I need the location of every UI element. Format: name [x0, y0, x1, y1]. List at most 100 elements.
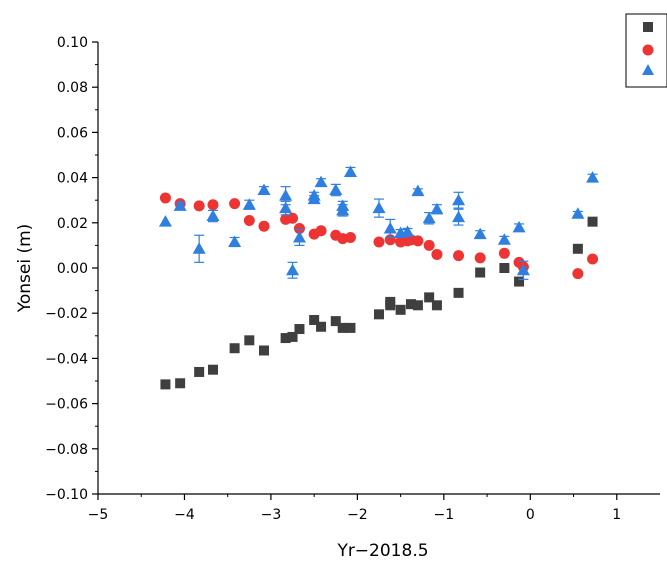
y-tick-label: 0.10 [57, 35, 88, 51]
x-tick-label: −1 [434, 507, 455, 523]
triangle-point [430, 202, 444, 215]
circle-point [159, 192, 171, 204]
circle-point [287, 212, 299, 224]
square-point [207, 364, 218, 375]
y-tick-label: −0.02 [45, 306, 88, 322]
square-point [499, 263, 510, 273]
circle-point [344, 231, 356, 243]
square-point [259, 345, 270, 356]
triangle-point [571, 207, 585, 219]
triangle-point [411, 184, 425, 197]
y-tick-label: −0.08 [45, 442, 88, 458]
triangle-point [173, 199, 187, 211]
triangle-point [242, 198, 256, 210]
triangle-point [192, 242, 206, 254]
triangle-point [422, 211, 436, 224]
square-point [424, 292, 435, 303]
circle-point [474, 252, 486, 264]
circle-point [498, 247, 510, 259]
circle-point [258, 220, 270, 232]
y-tick-label: 0.06 [57, 125, 88, 141]
circle-point [431, 248, 443, 260]
square-point [572, 243, 583, 254]
circle-point [572, 268, 584, 280]
circle-point [193, 200, 205, 212]
y-tick-label: −0.04 [45, 351, 88, 367]
circle-point [207, 199, 219, 211]
circle-point [315, 225, 327, 237]
circle-point [412, 235, 424, 247]
triangle-point [314, 175, 328, 188]
y-axis-label: Yonsei (m) [15, 224, 35, 314]
square-point [229, 343, 240, 354]
square-point [160, 379, 171, 390]
circle-point [293, 222, 305, 234]
circle-point [373, 236, 385, 248]
x-tick-label: 0 [526, 507, 535, 523]
legend [625, 13, 667, 88]
y-tick-label: 0.02 [57, 216, 88, 232]
triangle-point [343, 165, 357, 177]
square-point [453, 287, 464, 298]
square-point [587, 216, 598, 227]
square-point [514, 276, 525, 287]
legend-marker-square [643, 22, 653, 32]
axes [97, 42, 660, 495]
x-tick-label: −2 [347, 507, 368, 523]
square-point [244, 335, 255, 346]
y-tick-label: 0.00 [57, 261, 88, 277]
triangle-point [452, 193, 466, 206]
triangle-point [206, 209, 220, 222]
triangle-point [286, 263, 300, 276]
square-point [405, 299, 416, 310]
circle-point [587, 253, 599, 265]
data-points [158, 165, 600, 390]
square-point [280, 333, 291, 344]
y-ticks: −0.10 −0.08 −0.06 −0.04 −0.02 0.00 0.02 0.04 0.0… [45, 35, 98, 503]
triangle-point [307, 189, 321, 201]
square-point [395, 304, 406, 315]
circle-point [423, 239, 435, 251]
triangle-point [401, 225, 415, 237]
square-point [330, 316, 341, 327]
triangle-point [473, 227, 487, 240]
triangle-point [383, 221, 397, 234]
y-tick-label: 0.04 [57, 171, 88, 187]
triangle-point [516, 263, 530, 276]
legend-marker-triangle [642, 64, 654, 75]
x-tick-label: −4 [174, 507, 195, 523]
square-point [374, 309, 384, 320]
triangle-point [329, 183, 343, 196]
triangle-point [372, 201, 386, 214]
y-tick-label: 0.08 [57, 80, 88, 96]
triangle-point [228, 235, 242, 248]
square-point [345, 322, 356, 333]
square-point [194, 366, 205, 377]
triangle-point [452, 210, 466, 223]
square-point [475, 267, 486, 278]
triangle-point [336, 199, 350, 211]
circle-point [243, 215, 255, 227]
triangle-point [257, 183, 271, 196]
triangle-point [512, 220, 526, 233]
circle-point [229, 198, 241, 210]
square-point [337, 322, 348, 333]
square-point [385, 296, 396, 307]
triangle-point [158, 215, 172, 227]
square-point [309, 314, 320, 325]
x-tick-label: −3 [261, 507, 282, 523]
square-point [412, 300, 423, 311]
triangle-point [279, 189, 293, 201]
triangle-point [292, 230, 306, 243]
circle-point [453, 250, 465, 262]
square-point [431, 300, 442, 311]
x-tick-label: −5 [88, 507, 109, 523]
triangle-point [279, 201, 293, 214]
x-ticks: −5 −4 −3 −2 −1 0 1 [88, 494, 621, 523]
x-tick-label: 1 [612, 507, 621, 523]
y-tick-label: −0.06 [45, 397, 88, 413]
square-point [316, 321, 327, 332]
square-point [175, 378, 186, 389]
triangle-point [586, 171, 600, 183]
